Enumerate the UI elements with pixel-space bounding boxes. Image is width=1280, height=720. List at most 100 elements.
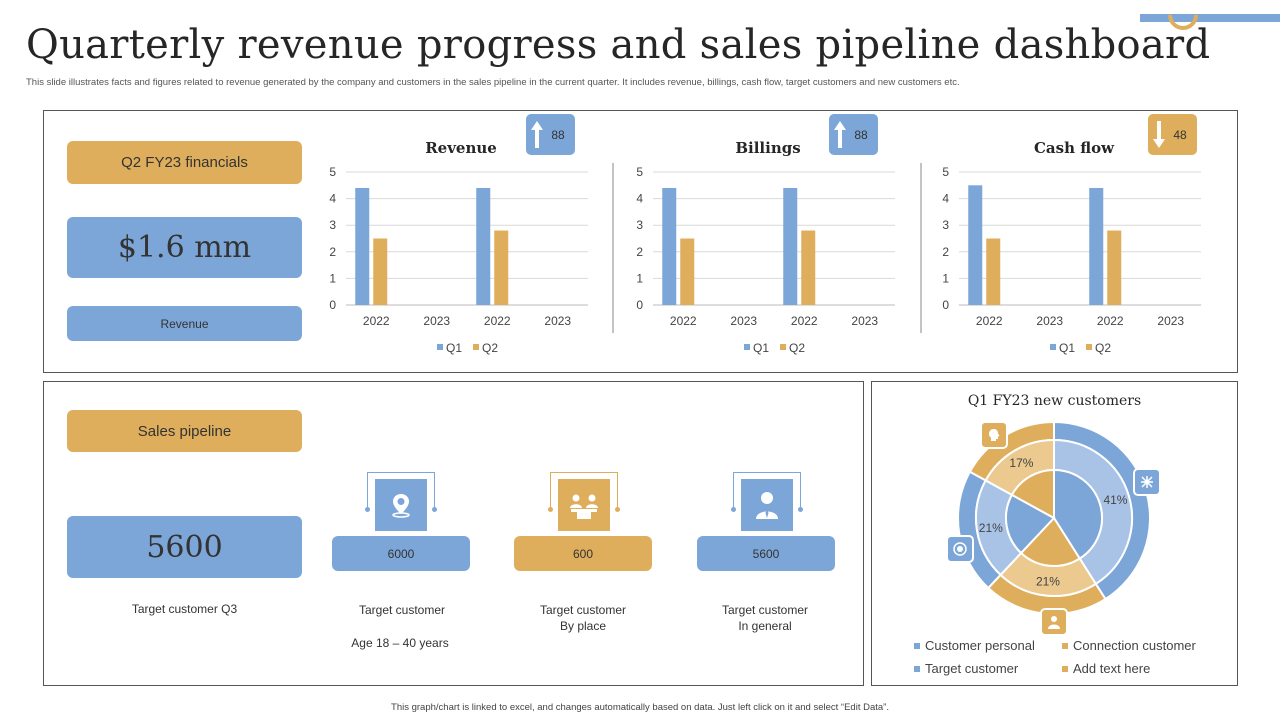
footer-note: This graph/chart is linked to excel, and… xyxy=(391,702,889,713)
location-pin-icon xyxy=(375,479,427,531)
legend-swatch xyxy=(473,344,479,350)
y-tick-label: 5 xyxy=(636,165,643,179)
arrow-down-icon xyxy=(1153,121,1165,148)
legend-label: Q2 xyxy=(1095,341,1111,355)
y-tick-label: 4 xyxy=(329,192,336,206)
bar-chart-title: Cash flow xyxy=(1034,139,1115,157)
stat-caption: Target customer xyxy=(358,603,446,617)
bar-q2 xyxy=(801,230,816,305)
stat-value-pill: 600 xyxy=(514,536,652,571)
y-tick-label: 4 xyxy=(942,192,949,206)
y-tick-label: 1 xyxy=(636,271,643,285)
legend-swatch xyxy=(437,344,443,350)
y-tick-label: 2 xyxy=(636,245,643,259)
pie-chart-title: Q1 FY23 new customers xyxy=(967,393,1142,409)
legend-swatch xyxy=(1062,642,1068,649)
stat-caption: Target customer By place xyxy=(539,603,627,633)
legend-label: Q1 xyxy=(753,341,769,355)
bar-q2 xyxy=(494,230,509,305)
bar-q2 xyxy=(986,238,1001,305)
y-tick-label: 1 xyxy=(329,271,336,285)
x-tick-label: 2022 xyxy=(484,314,511,328)
legend-label: Connection customer xyxy=(1073,638,1196,653)
header-decoration-bar xyxy=(1140,14,1280,22)
legend-label: Q1 xyxy=(1059,341,1075,355)
arrow-up-icon xyxy=(531,121,543,148)
y-tick-label: 3 xyxy=(636,218,643,232)
bar-chart-title: Billings xyxy=(735,139,800,157)
pie-legend-item: Connection customer xyxy=(1062,638,1196,653)
bar-q2 xyxy=(1107,230,1122,305)
stat-icon-frame xyxy=(731,472,803,512)
bar-q1 xyxy=(355,187,370,305)
y-tick-label: 2 xyxy=(329,245,336,259)
x-tick-label: 2023 xyxy=(544,314,571,328)
pie-slice-core xyxy=(1005,493,1056,555)
legend-label: Customer personal xyxy=(925,638,1035,653)
sales-pipeline-amount: 5600 xyxy=(67,516,302,578)
bar-q2 xyxy=(680,238,695,305)
stat-caption: Target customer In general xyxy=(721,603,809,633)
revenue-amount-label: Revenue xyxy=(67,306,302,341)
bar-q1 xyxy=(662,187,677,305)
y-tick-label: 0 xyxy=(942,298,949,312)
head-profile-icon xyxy=(980,421,1008,449)
page-title: Quarterly revenue progress and sales pip… xyxy=(26,22,1211,68)
stat-age-caption: Age 18 – 40 years xyxy=(351,636,449,650)
bar-q1 xyxy=(968,185,983,305)
y-tick-label: 4 xyxy=(636,192,643,206)
target-icon xyxy=(946,535,974,563)
legend-swatch xyxy=(1086,344,1092,350)
x-tick-label: 2022 xyxy=(670,314,697,328)
y-tick-label: 3 xyxy=(942,218,949,232)
x-tick-label: 2023 xyxy=(423,314,450,328)
y-tick-label: 0 xyxy=(636,298,643,312)
stat-value-pill: 6000 xyxy=(332,536,470,571)
pie-data-label: 21% xyxy=(1036,575,1060,589)
financials-label: Q2 FY23 financials xyxy=(67,141,302,184)
x-tick-label: 2022 xyxy=(791,314,818,328)
sales-pipeline-caption: Target customer Q3 xyxy=(131,602,238,616)
pie-slice-core xyxy=(1019,516,1082,567)
x-tick-label: 2023 xyxy=(1157,314,1184,328)
bar-q1 xyxy=(783,187,798,305)
legend-swatch xyxy=(914,665,920,672)
stat-icon-frame xyxy=(365,472,437,512)
trend-badge-value: 48 xyxy=(1173,128,1187,142)
bar-q2 xyxy=(373,238,388,305)
bar-q1 xyxy=(476,187,491,305)
legend-label: Q2 xyxy=(789,341,805,355)
pie-legend-item: Target customer xyxy=(914,661,1018,676)
pie-legend-item: Customer personal xyxy=(914,638,1035,653)
y-tick-label: 3 xyxy=(329,218,336,232)
stat-value-pill: 5600 xyxy=(697,536,835,571)
x-tick-label: 2022 xyxy=(1097,314,1124,328)
pie-data-label: 17% xyxy=(1009,456,1033,470)
y-tick-label: 1 xyxy=(942,271,949,285)
y-tick-label: 2 xyxy=(942,245,949,259)
stat-icon-frame xyxy=(548,472,620,512)
x-tick-label: 2023 xyxy=(730,314,757,328)
page-subtitle: This slide illustrates facts and figures… xyxy=(26,77,960,88)
revenue-amount: $1.6 mm xyxy=(67,217,302,278)
y-tick-label: 5 xyxy=(942,165,949,179)
bar-q1 xyxy=(1089,187,1104,305)
pie-slice-core xyxy=(1010,468,1055,520)
trend-badge-value: 88 xyxy=(551,128,565,142)
arrow-up-icon xyxy=(834,121,846,148)
x-tick-label: 2023 xyxy=(851,314,878,328)
legend-swatch xyxy=(780,344,786,350)
network-icon xyxy=(1133,468,1161,496)
legend-label: Target customer xyxy=(925,661,1019,676)
legend-label: Q1 xyxy=(446,341,462,355)
y-tick-label: 0 xyxy=(329,298,336,312)
legend-swatch xyxy=(744,344,750,350)
legend-swatch xyxy=(1062,665,1068,672)
legend-swatch xyxy=(1050,344,1056,350)
businessman-icon xyxy=(741,479,793,531)
legend-label: Add text here xyxy=(1073,661,1151,676)
legend-swatch xyxy=(914,642,920,649)
y-tick-label: 5 xyxy=(329,165,336,179)
group-meeting-icon xyxy=(558,479,610,531)
